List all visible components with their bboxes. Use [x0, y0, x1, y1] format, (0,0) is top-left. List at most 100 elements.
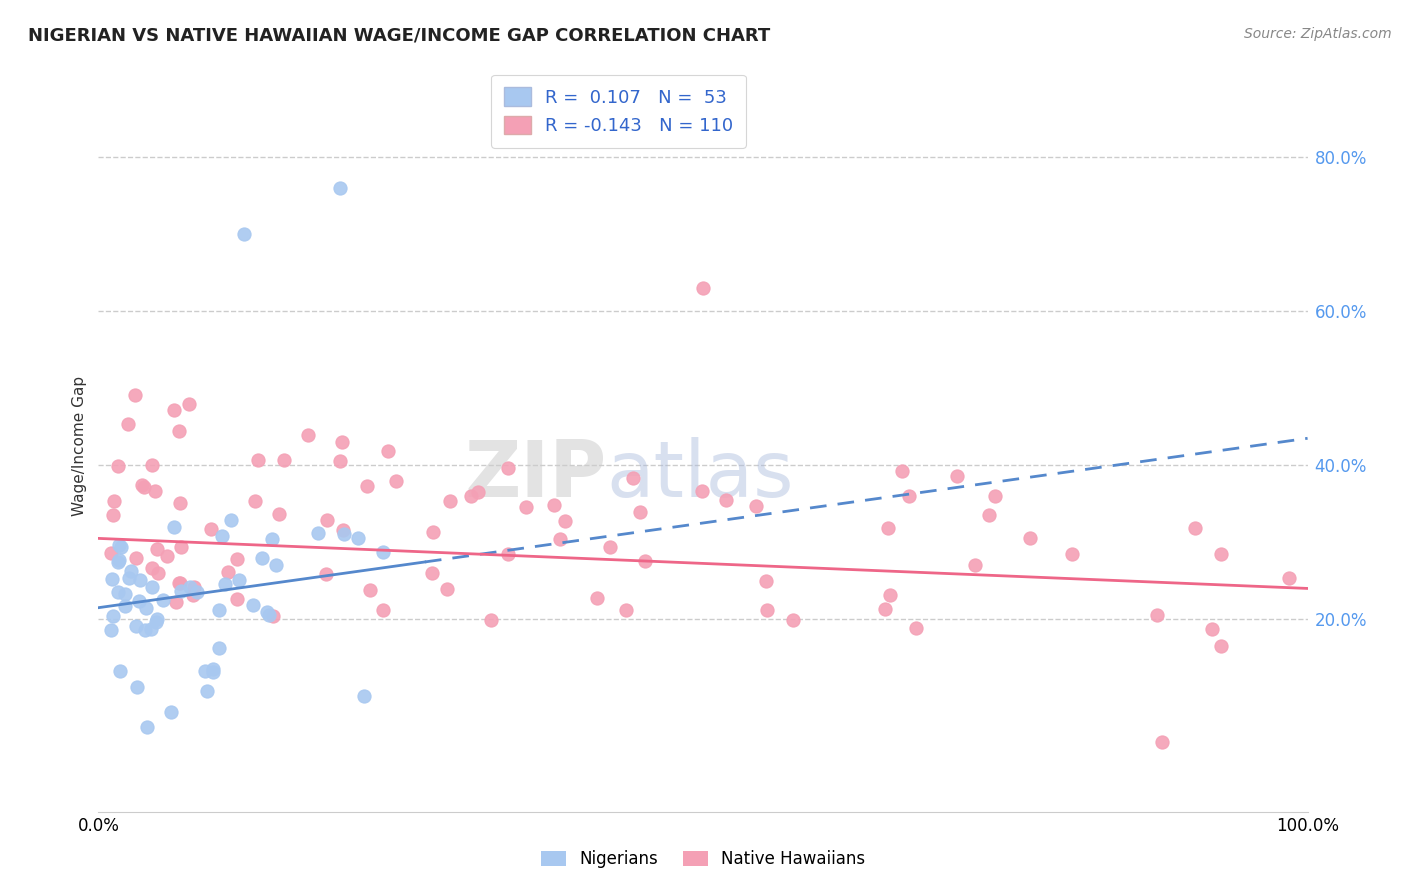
Point	[202, 665, 225, 680]
Point	[965, 558, 987, 572]
Point	[163, 403, 186, 417]
Point	[165, 595, 187, 609]
Point	[623, 471, 645, 485]
Point	[107, 585, 129, 599]
Point	[100, 623, 122, 637]
Point	[108, 538, 131, 552]
Point	[156, 549, 179, 563]
Text: Source: ZipAtlas.com: Source: ZipAtlas.com	[1244, 27, 1392, 41]
Point	[1152, 735, 1174, 749]
Text: ZIP: ZIP	[464, 437, 606, 513]
Point	[257, 607, 280, 622]
Point	[879, 588, 901, 602]
Point	[179, 580, 201, 594]
Point	[984, 489, 1007, 503]
Point	[297, 427, 319, 442]
Point	[170, 584, 193, 599]
Point	[217, 566, 239, 580]
Point	[141, 560, 163, 574]
Point	[141, 458, 163, 472]
Point	[103, 494, 125, 508]
Point	[1211, 548, 1233, 562]
Point	[890, 465, 912, 479]
Point	[101, 508, 124, 522]
Point	[330, 435, 353, 450]
Point	[208, 603, 231, 617]
Point	[108, 553, 131, 567]
Point	[356, 479, 378, 493]
Point	[744, 499, 766, 513]
Point	[232, 227, 254, 242]
Point	[152, 592, 174, 607]
Point	[756, 603, 779, 617]
Point	[979, 508, 1001, 522]
Point	[1146, 607, 1168, 622]
Point	[110, 540, 132, 554]
Point	[385, 474, 408, 488]
Point	[329, 454, 352, 468]
Point	[186, 585, 208, 599]
Point	[169, 496, 191, 510]
Point	[329, 181, 352, 195]
Point	[117, 417, 139, 431]
Point	[554, 514, 576, 528]
Point	[162, 520, 184, 534]
Point	[169, 424, 191, 438]
Point	[107, 555, 129, 569]
Point	[252, 551, 274, 566]
Point	[132, 480, 155, 494]
Point	[436, 582, 458, 596]
Point	[1184, 521, 1206, 535]
Point	[273, 453, 295, 467]
Point	[169, 576, 191, 591]
Point	[245, 494, 267, 508]
Point	[167, 576, 190, 591]
Point	[148, 566, 170, 580]
Point	[599, 540, 621, 554]
Point	[262, 532, 284, 546]
Point	[422, 525, 444, 540]
Point	[128, 573, 150, 587]
Point	[420, 566, 443, 581]
Point	[515, 500, 537, 515]
Point	[226, 552, 249, 566]
Point	[146, 542, 169, 557]
Point	[460, 489, 482, 503]
Point	[1201, 622, 1223, 636]
Point	[716, 492, 738, 507]
Point	[146, 612, 169, 626]
Point	[359, 582, 381, 597]
Point	[117, 571, 139, 585]
Point	[467, 484, 489, 499]
Point	[125, 618, 148, 632]
Point	[377, 443, 399, 458]
Point	[315, 566, 337, 581]
Point	[690, 484, 713, 499]
Point	[135, 600, 157, 615]
Point	[373, 603, 395, 617]
Point	[543, 498, 565, 512]
Point	[202, 662, 225, 676]
Point	[228, 574, 250, 588]
Point	[183, 580, 205, 594]
Point	[782, 613, 804, 627]
Point	[353, 690, 375, 704]
Point	[692, 281, 714, 295]
Point	[496, 461, 519, 475]
Point	[197, 684, 219, 698]
Point	[755, 574, 778, 588]
Point	[110, 664, 132, 678]
Point	[143, 483, 166, 498]
Point	[135, 720, 157, 734]
Point	[103, 609, 125, 624]
Text: atlas: atlas	[606, 437, 794, 513]
Point	[898, 489, 921, 503]
Point	[1019, 531, 1042, 545]
Point	[179, 396, 201, 410]
Point	[1062, 548, 1084, 562]
Text: NIGERIAN VS NATIVE HAWAIIAN WAGE/INCOME GAP CORRELATION CHART: NIGERIAN VS NATIVE HAWAIIAN WAGE/INCOME …	[28, 27, 770, 45]
Point	[316, 513, 339, 527]
Point	[208, 641, 231, 656]
Point	[548, 532, 571, 546]
Point	[371, 545, 394, 559]
